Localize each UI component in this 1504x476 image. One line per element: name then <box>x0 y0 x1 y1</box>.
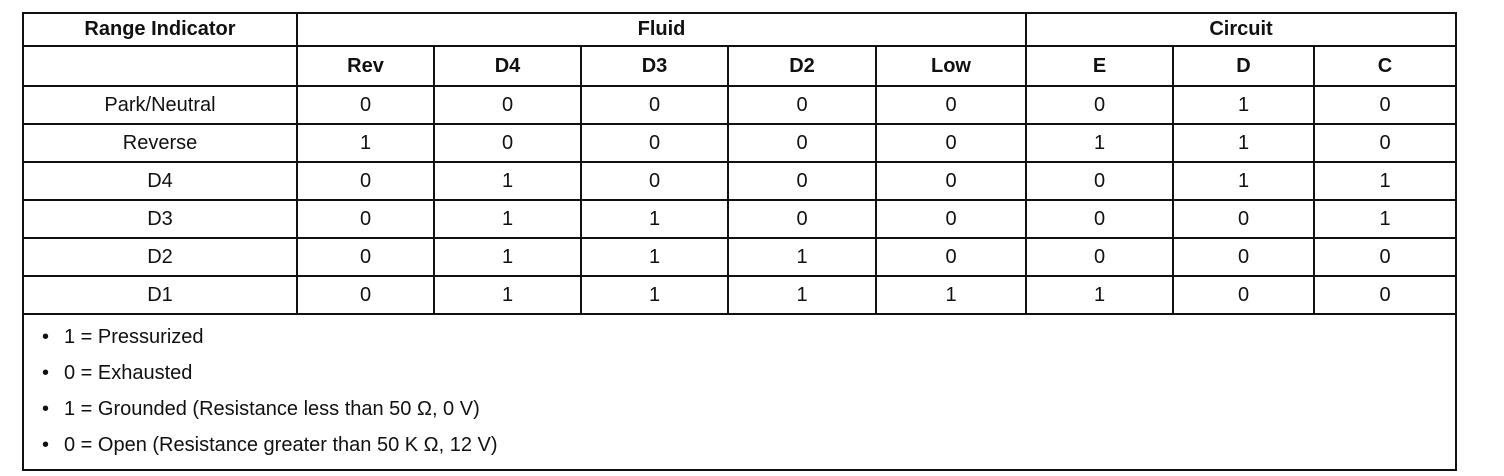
group-header: Range Indicator <box>22 12 298 47</box>
table-wrapper: Range Indicator Fluid Circuit Rev D4 D3 D2 Low E… <box>22 12 1457 471</box>
column-header: D4 <box>433 45 582 87</box>
cell: 0 <box>580 161 729 201</box>
cell: 1 <box>580 275 729 315</box>
cell: 1 <box>433 161 582 201</box>
cell: 1 <box>1172 123 1315 163</box>
cell: 0 <box>727 123 877 163</box>
cell: 1 <box>433 237 582 277</box>
row-label: Park/Neutral <box>22 85 298 125</box>
cell: 0 <box>296 161 435 201</box>
cell: 0 <box>875 123 1027 163</box>
cell: 0 <box>1172 237 1315 277</box>
cell: 0 <box>433 123 582 163</box>
cell: 0 <box>727 85 877 125</box>
note: 1 = Pressurized <box>42 319 1455 355</box>
cell: 0 <box>1025 85 1174 125</box>
notes-row: 1 = Pressurized0 = Exhausted1 = Grounded… <box>22 313 1457 471</box>
row-label: Reverse <box>22 123 298 163</box>
cell: 1 <box>727 275 877 315</box>
cell: 1 <box>433 275 582 315</box>
table-row: Park/Neutral 0 0 0 0 0 0 1 0 <box>22 85 1457 125</box>
empty-header <box>22 45 298 87</box>
group-header: Fluid <box>296 12 1027 47</box>
note: 0 = Exhausted <box>42 355 1455 391</box>
group-header: Circuit <box>1025 12 1457 47</box>
cell: 1 <box>1025 275 1174 315</box>
table-row: D1 0 1 1 1 1 1 0 0 <box>22 275 1457 315</box>
cell: 1 <box>1025 123 1174 163</box>
data-table: Range Indicator Fluid Circuit Rev D4 D3 D2 Low E… <box>22 12 1457 471</box>
cell: 0 <box>580 85 729 125</box>
row-label: D3 <box>22 199 298 239</box>
cell: 0 <box>580 123 729 163</box>
cell: 1 <box>875 275 1027 315</box>
cell: 0 <box>1313 237 1457 277</box>
cell: 0 <box>296 85 435 125</box>
cell: 1 <box>1313 161 1457 201</box>
cell: 0 <box>296 199 435 239</box>
cell: 0 <box>1172 199 1315 239</box>
cell: 0 <box>1025 237 1174 277</box>
table-row: D2 0 1 1 1 0 0 0 0 <box>22 237 1457 277</box>
table-row: D4 0 1 0 0 0 0 1 1 <box>22 161 1457 201</box>
cell: 1 <box>580 237 729 277</box>
cell: 0 <box>1172 275 1315 315</box>
notes: 1 = Pressurized0 = Exhausted1 = Grounded… <box>22 313 1457 471</box>
note: 0 = Open (Resistance greater than 50 K Ω… <box>42 427 1455 463</box>
column-header: Rev <box>296 45 435 87</box>
cell: 0 <box>1313 123 1457 163</box>
cell: 0 <box>875 85 1027 125</box>
row-label: D4 <box>22 161 298 201</box>
header-row: Range Indicator Fluid Circuit <box>22 12 1457 47</box>
table-row: Reverse 1 0 0 0 0 1 1 0 <box>22 123 1457 163</box>
cell: 0 <box>875 237 1027 277</box>
cell: 1 <box>1172 161 1315 201</box>
cell: 0 <box>875 199 1027 239</box>
cell: 0 <box>296 275 435 315</box>
column-header: E <box>1025 45 1174 87</box>
cell: 0 <box>1025 199 1174 239</box>
row-label: D2 <box>22 237 298 277</box>
cell: 1 <box>296 123 435 163</box>
column-header: C <box>1313 45 1457 87</box>
cell: 1 <box>433 199 582 239</box>
row-label: D1 <box>22 275 298 315</box>
cell: 0 <box>1313 275 1457 315</box>
column-header: D3 <box>580 45 729 87</box>
cell: 1 <box>1172 85 1315 125</box>
column-header: Low <box>875 45 1027 87</box>
cell: 0 <box>296 237 435 277</box>
cell: 1 <box>727 237 877 277</box>
cell: 0 <box>727 161 877 201</box>
cell: 0 <box>1313 85 1457 125</box>
note: 1 = Grounded (Resistance less than 50 Ω,… <box>42 391 1455 427</box>
cell: 0 <box>1025 161 1174 201</box>
cell: 0 <box>875 161 1027 201</box>
cell: 1 <box>1313 199 1457 239</box>
cell: 0 <box>727 199 877 239</box>
cell: 1 <box>580 199 729 239</box>
table-row: D3 0 1 1 0 0 0 0 1 <box>22 199 1457 239</box>
column-header: D2 <box>727 45 877 87</box>
cell: 0 <box>433 85 582 125</box>
header-row: Rev D4 D3 D2 Low E D C <box>22 45 1457 87</box>
column-header: D <box>1172 45 1315 87</box>
